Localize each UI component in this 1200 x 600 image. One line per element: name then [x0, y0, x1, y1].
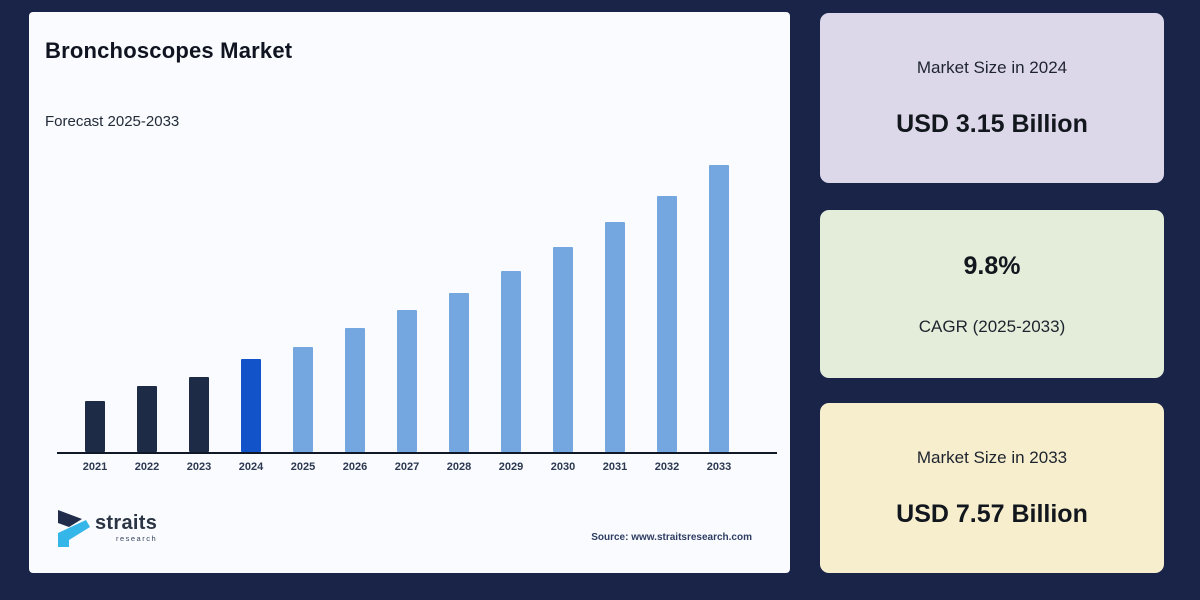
bar-group-2024: 2024	[225, 164, 277, 473]
bar-2029	[501, 271, 521, 452]
stat-card-label: Market Size in 2024	[916, 57, 1068, 77]
year-label-2024: 2024	[238, 461, 264, 473]
chart-subtitle: Forecast 2025-2033	[45, 113, 180, 130]
stat-card-label: CAGR (2025-2033)	[918, 316, 1066, 336]
logo-text: straits research	[95, 513, 157, 543]
bar-2028	[449, 293, 469, 452]
year-label-2026: 2026	[342, 461, 368, 473]
stat-card-value: 9.8%	[963, 251, 1021, 280]
source-attribution: Source: www.straitsresearch.com	[591, 532, 752, 543]
bar-group-2028: 2028	[433, 164, 485, 473]
bar-group-2033: 2033	[693, 164, 745, 473]
bar-group-2022: 2022	[121, 164, 173, 473]
bar-group-2029: 2029	[485, 164, 537, 473]
stat-cards: Market Size in 2024 USD 3.15 Billion 9.8…	[820, 13, 1164, 573]
bar-chart: 2021 2022 2023 2024 2025 2026 2027 2028 2029 2030…	[57, 164, 777, 478]
year-label-2031: 2031	[602, 461, 628, 473]
stat-card-value: USD 3.15 Billion	[896, 109, 1088, 138]
bar-group-2031: 2031	[589, 164, 641, 473]
year-label-2033: 2033	[706, 461, 732, 473]
bar-2033	[709, 165, 729, 452]
bar-2024	[241, 359, 261, 452]
year-label-2028: 2028	[446, 461, 472, 473]
chart-panel: Bronchoscopes Market Forecast 2025-2033 …	[29, 12, 790, 573]
year-label-2032: 2032	[654, 461, 680, 473]
x-axis-line	[57, 452, 777, 454]
year-label-2025: 2025	[290, 461, 316, 473]
bar-2032	[657, 196, 677, 452]
bar-2021	[85, 401, 105, 452]
bar-group-2023: 2023	[173, 164, 225, 473]
straits-research-logo: straits research	[56, 507, 157, 549]
bar-2027	[397, 310, 417, 452]
bar-group-2032: 2032	[641, 164, 693, 473]
year-label-2027: 2027	[394, 461, 420, 473]
stat-card-cagr: 9.8% CAGR (2025-2033)	[820, 210, 1164, 378]
stat-card-label: Market Size in 2033	[916, 447, 1068, 467]
year-label-2021: 2021	[82, 461, 108, 473]
bar-2025	[293, 347, 313, 452]
page-title: Bronchoscopes Market	[45, 38, 293, 63]
bar-group-2021: 2021	[69, 164, 121, 473]
bar-series: 2021 2022 2023 2024 2025 2026 2027 2028 2029 2030…	[69, 164, 777, 473]
bar-2023	[189, 377, 209, 452]
stat-card-market-size-2033: Market Size in 2033 USD 7.57 Billion	[820, 403, 1164, 573]
stat-card-market-size-2024: Market Size in 2024 USD 3.15 Billion	[820, 13, 1164, 183]
bar-2030	[553, 247, 573, 452]
bar-group-2027: 2027	[381, 164, 433, 473]
logo-subname: research	[115, 534, 158, 543]
bar-group-2026: 2026	[329, 164, 381, 473]
year-label-2029: 2029	[498, 461, 524, 473]
bar-2022	[137, 386, 157, 452]
stat-card-value: USD 7.57 Billion	[896, 499, 1088, 528]
bar-group-2025: 2025	[277, 164, 329, 473]
logo-name: straits	[95, 512, 158, 534]
year-label-2030: 2030	[550, 461, 576, 473]
bar-group-2030: 2030	[537, 164, 589, 473]
year-label-2022: 2022	[134, 461, 160, 473]
straits-logo-icon	[58, 510, 90, 547]
year-label-2023: 2023	[186, 461, 212, 473]
bar-2026	[345, 328, 365, 452]
bar-2031	[605, 222, 625, 452]
